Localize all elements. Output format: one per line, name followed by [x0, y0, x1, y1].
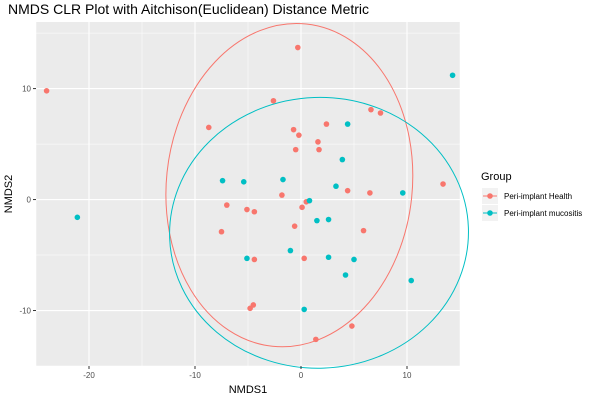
data-point — [325, 216, 332, 223]
data-point — [280, 176, 286, 183]
data-point — [408, 277, 415, 284]
data-point — [301, 306, 307, 313]
data-point — [218, 228, 225, 235]
confidence-ellipse — [169, 96, 469, 369]
data-point — [349, 323, 355, 329]
data-point — [251, 256, 258, 263]
data-point — [299, 204, 305, 211]
data-point — [224, 202, 230, 208]
data-point — [306, 197, 313, 204]
data-point — [333, 183, 339, 190]
data-point — [292, 146, 299, 153]
legend-item: Peri-implant Health — [482, 188, 572, 204]
data-point — [351, 256, 357, 263]
x-tick-label: -10 — [189, 371, 201, 380]
data-point — [449, 72, 456, 79]
data-point — [315, 139, 321, 145]
data-point — [440, 181, 446, 187]
legend-item: Peri-implant mucositis — [482, 205, 582, 221]
data-point — [313, 336, 319, 343]
data-point — [279, 192, 285, 198]
data-point — [290, 126, 297, 133]
data-point — [295, 44, 301, 51]
data-point — [296, 132, 302, 138]
legend-label: Peri-implant Health — [504, 192, 572, 201]
data-point — [205, 124, 212, 131]
data-point — [344, 187, 351, 194]
data-point — [287, 247, 294, 254]
y-axis-ticks: -10 0 10 — [19, 85, 36, 316]
legend-label: Peri-implant mucositis — [504, 209, 582, 218]
y-tick-label: 0 — [27, 196, 32, 205]
legend-point — [487, 193, 493, 199]
data-point — [301, 255, 307, 262]
legend-title: Group — [481, 171, 512, 183]
data-point — [377, 110, 384, 116]
data-point — [74, 214, 81, 221]
data-point — [360, 227, 367, 234]
legend: Group Peri-implant Health Peri-implant mu… — [481, 171, 582, 221]
grid-minor — [35, 22, 461, 367]
data-point — [247, 305, 253, 312]
confidence-ellipse — [165, 22, 414, 348]
data-point — [43, 88, 50, 94]
y-tick-label: -10 — [19, 307, 31, 316]
x-tick-label: -20 — [83, 371, 95, 380]
data-point — [314, 217, 320, 224]
data-points — [43, 44, 456, 343]
ellipses — [165, 22, 469, 369]
data-point — [219, 177, 226, 184]
data-point — [399, 190, 406, 196]
data-point — [270, 97, 277, 104]
y-axis-label: NMDS2 — [3, 175, 15, 214]
y-tick-label: 10 — [22, 85, 31, 94]
x-tick-label: 0 — [299, 371, 304, 380]
data-point — [344, 121, 351, 127]
data-point — [368, 106, 374, 113]
data-point — [251, 208, 258, 215]
legend-items: Peri-implant Health Peri-implant mucositi… — [482, 188, 582, 221]
x-tick-label: 10 — [403, 371, 412, 380]
data-point — [325, 254, 332, 261]
legend-point — [487, 210, 493, 216]
x-axis-label: NMDS1 — [229, 384, 268, 396]
x-axis-ticks: -20 -10 0 10 — [83, 366, 412, 380]
data-point — [323, 121, 330, 127]
data-point — [240, 178, 247, 185]
data-point — [244, 255, 250, 262]
data-point — [316, 146, 322, 153]
data-point — [342, 272, 349, 278]
data-point — [244, 206, 250, 213]
chart-title: NMDS CLR Plot with Aitchison(Euclidean) … — [8, 1, 369, 17]
data-point — [339, 156, 346, 163]
data-point — [367, 190, 373, 196]
data-point — [291, 223, 298, 229]
